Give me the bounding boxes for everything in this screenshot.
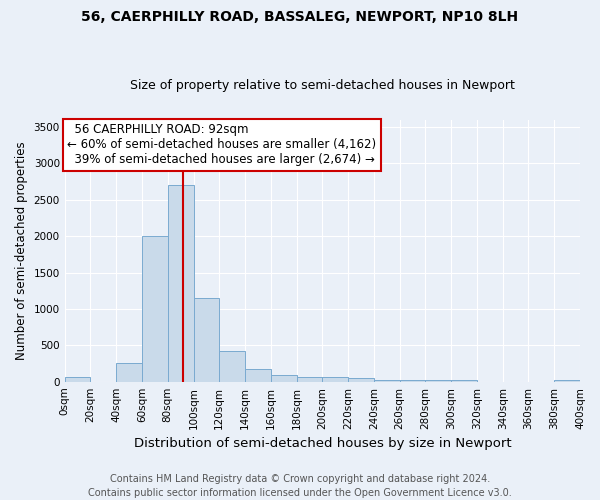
Bar — [245, 370, 271, 382]
Title: Size of property relative to semi-detached houses in Newport: Size of property relative to semi-detach… — [130, 79, 515, 92]
Y-axis label: Number of semi-detached properties: Number of semi-detached properties — [15, 142, 28, 360]
Bar — [219, 351, 245, 382]
Bar — [554, 380, 580, 382]
Bar — [116, 363, 142, 382]
Text: Contains HM Land Registry data © Crown copyright and database right 2024.
Contai: Contains HM Land Registry data © Crown c… — [88, 474, 512, 498]
Bar — [296, 378, 322, 382]
Bar — [425, 380, 451, 382]
Bar — [142, 236, 168, 382]
Bar — [348, 378, 374, 382]
Text: 56, CAERPHILLY ROAD, BASSALEG, NEWPORT, NP10 8LH: 56, CAERPHILLY ROAD, BASSALEG, NEWPORT, … — [82, 10, 518, 24]
X-axis label: Distribution of semi-detached houses by size in Newport: Distribution of semi-detached houses by … — [134, 437, 511, 450]
Bar — [451, 380, 477, 382]
Text: 56 CAERPHILLY ROAD: 92sqm
← 60% of semi-detached houses are smaller (4,162)
  39: 56 CAERPHILLY ROAD: 92sqm ← 60% of semi-… — [67, 124, 376, 166]
Bar — [271, 374, 296, 382]
Bar — [374, 380, 400, 382]
Bar — [322, 378, 348, 382]
Bar — [65, 378, 91, 382]
Bar — [400, 380, 425, 382]
Bar — [193, 298, 219, 382]
Bar — [168, 185, 193, 382]
